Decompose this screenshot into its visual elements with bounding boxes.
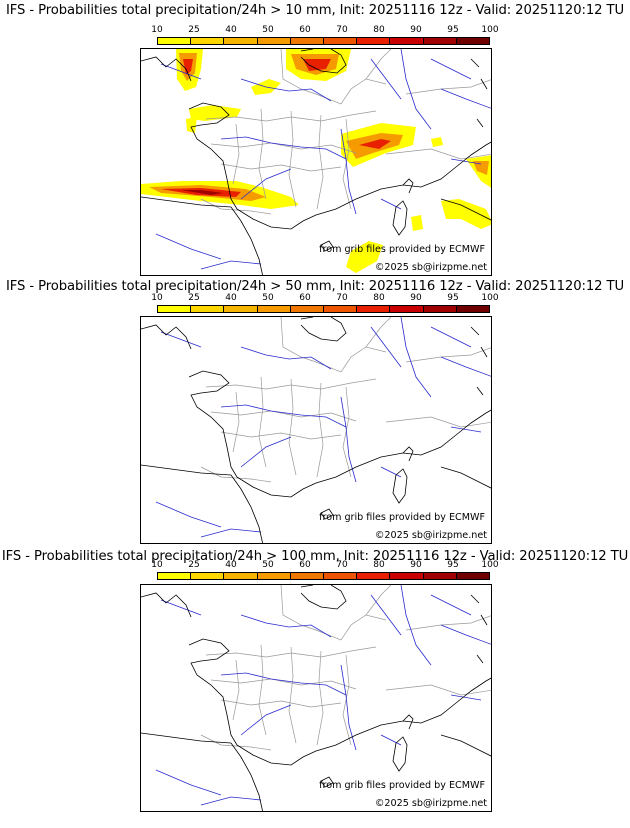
legend-tick-label: 70: [336, 560, 348, 570]
color-legend: 10 25 40 50 60 70 80 90 95 100: [151, 25, 499, 45]
legend-tick-label: 10: [151, 25, 163, 35]
legend-color-bar: [157, 37, 490, 45]
legend-color-swatch: [390, 306, 424, 312]
legend-color-swatch: [324, 306, 358, 312]
legend-color-swatch: [357, 573, 391, 579]
legend-color-swatch: [158, 573, 192, 579]
legend-color-swatch: [390, 573, 424, 579]
legend-color-swatch: [191, 38, 225, 44]
legend-color-swatch: [357, 306, 391, 312]
legend-color-swatch: [423, 38, 457, 44]
legend-tick-label: 60: [299, 293, 311, 303]
legend-color-swatch: [257, 306, 291, 312]
legend-tick-label: 60: [299, 25, 311, 35]
legend-tick-label: 10: [151, 560, 163, 570]
copyright-notice: ©2025 sb@irizpme.net: [374, 530, 487, 541]
legend-tick-label: 80: [373, 560, 385, 570]
region-borders: [200, 585, 491, 751]
legend-color-bar: [157, 572, 490, 580]
legend-color-swatch: [257, 573, 291, 579]
legend-tick-label: 100: [481, 560, 499, 570]
rivers: [155, 317, 491, 538]
map-10mm: from grib files provided by ECMWF ©2025 …: [140, 48, 492, 276]
color-legend: 10 25 40 50 60 70 80 90 95 100: [151, 560, 499, 580]
coastlines: [141, 585, 491, 811]
legend-tick-label: 40: [225, 293, 237, 303]
france-basemap: [141, 585, 491, 811]
france-basemap: [141, 317, 491, 543]
legend-color-swatch: [390, 38, 424, 44]
legend-ticks: 10 25 40 50 60 70 80 90 95 100: [151, 25, 498, 36]
legend-tick-label: 95: [447, 25, 459, 35]
legend-tick-label: 40: [225, 560, 237, 570]
color-legend: 10 25 40 50 60 70 80 90 95 100: [151, 293, 499, 313]
legend-color-swatch: [324, 38, 358, 44]
panel-10mm: IFS - Probabilities total precipitation/…: [0, 0, 630, 276]
legend-color-swatch: [324, 573, 358, 579]
legend-ticks: 10 25 40 50 60 70 80 90 95 100: [151, 293, 498, 304]
source-credit: from grib files provided by ECMWF: [319, 780, 485, 791]
legend-tick-label: 90: [410, 25, 422, 35]
source-credit: from grib files provided by ECMWF: [319, 512, 485, 523]
copyright-notice: ©2025 sb@irizpme.net: [374, 798, 487, 809]
rivers: [155, 585, 491, 806]
map-50mm: from grib files provided by ECMWF ©2025 …: [140, 316, 492, 544]
panel-title: IFS - Probabilities total precipitation/…: [1, 549, 629, 564]
legend-tick-label: 95: [447, 293, 459, 303]
legend-color-swatch: [224, 306, 258, 312]
legend-tick-label: 80: [373, 25, 385, 35]
legend-color-swatch: [290, 306, 325, 312]
legend-tick-label: 50: [262, 25, 274, 35]
legend-tick-label: 10: [151, 293, 163, 303]
legend-color-swatch: [257, 38, 291, 44]
legend-color-swatch: [423, 306, 457, 312]
legend-color-swatch: [456, 573, 490, 579]
panel-50mm: IFS - Probabilities total precipitation/…: [0, 276, 630, 552]
legend-tick-label: 100: [481, 293, 499, 303]
legend-ticks: 10 25 40 50 60 70 80 90 95 100: [151, 560, 498, 571]
source-credit: from grib files provided by ECMWF: [319, 244, 485, 255]
legend-tick-label: 70: [336, 293, 348, 303]
legend-tick-label: 90: [410, 560, 422, 570]
legend-tick-label: 70: [336, 25, 348, 35]
legend-color-swatch: [224, 38, 258, 44]
legend-color-swatch: [423, 573, 457, 579]
legend-color-swatch: [158, 306, 192, 312]
legend-color-swatch: [191, 306, 225, 312]
panel-title: IFS - Probabilities total precipitation/…: [5, 279, 625, 294]
rivers: [155, 49, 491, 270]
legend-tick-label: 50: [262, 560, 274, 570]
legend-tick-label: 95: [447, 560, 459, 570]
legend-color-swatch: [290, 38, 325, 44]
coastlines: [141, 317, 491, 543]
precip-probability-overlay: [141, 49, 491, 273]
legend-tick-label: 90: [410, 293, 422, 303]
map-100mm: from grib files provided by ECMWF ©2025 …: [140, 584, 492, 812]
legend-tick-label: 100: [481, 25, 499, 35]
legend-tick-label: 25: [188, 560, 200, 570]
legend-color-bar: [157, 305, 490, 313]
legend-color-swatch: [357, 38, 391, 44]
coastlines: [141, 49, 491, 275]
france-basemap: [141, 49, 491, 275]
legend-color-swatch: [191, 573, 225, 579]
legend-color-swatch: [456, 306, 490, 312]
legend-tick-label: 80: [373, 293, 385, 303]
legend-tick-label: 25: [188, 293, 200, 303]
legend-color-swatch: [456, 38, 490, 44]
legend-color-swatch: [224, 573, 258, 579]
region-borders: [200, 317, 491, 483]
legend-color-swatch: [158, 38, 192, 44]
copyright-notice: ©2025 sb@irizpme.net: [374, 262, 487, 273]
region-borders: [200, 49, 491, 215]
legend-tick-label: 50: [262, 293, 274, 303]
legend-tick-label: 60: [299, 560, 311, 570]
legend-color-swatch: [290, 573, 325, 579]
legend-tick-label: 25: [188, 25, 200, 35]
legend-tick-label: 40: [225, 25, 237, 35]
panel-100mm: IFS - Probabilities total precipitation/…: [0, 546, 630, 822]
panel-title: IFS - Probabilities total precipitation/…: [5, 3, 625, 18]
